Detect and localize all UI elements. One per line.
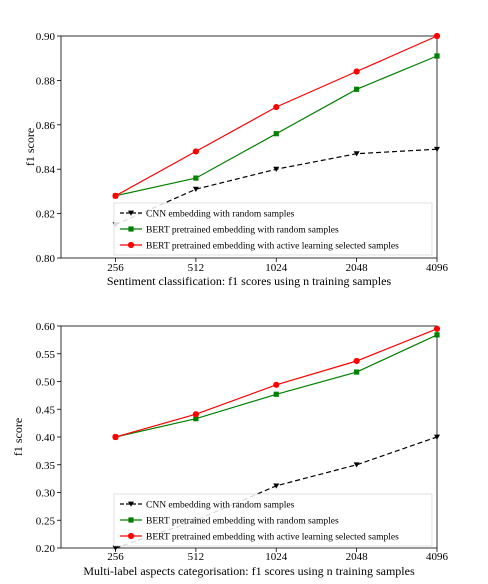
x-tick-label: 1024: [265, 262, 288, 274]
data-point: [112, 433, 119, 441]
data-point: [434, 332, 440, 338]
data-point: [192, 186, 199, 192]
y-tick-label: 0.55: [36, 349, 56, 361]
legend: CNN embedding with random samples BERT pr…: [113, 493, 433, 547]
y-tick-label: 0.90: [36, 31, 56, 43]
y-tick-label: 0.80: [36, 253, 56, 265]
x-tick-label: 2048: [346, 551, 369, 563]
data-point: [273, 483, 280, 489]
x-axis-label: Sentiment classification: f1 scores usin…: [107, 274, 392, 288]
series-line-2: [115, 55, 438, 197]
x-tick-label: 4096: [426, 551, 449, 563]
x-tick-label: 4096: [426, 262, 449, 274]
x-tick-label: 1024: [265, 551, 288, 563]
y-tick-label: 0.84: [36, 164, 56, 176]
legend-label: BERT pretrained embedding with random sa…: [146, 226, 339, 236]
legend-label: BERT pretrained embedding with active le…: [146, 533, 399, 543]
y-tick-label: 0.82: [36, 209, 55, 221]
legend-marker: [127, 241, 135, 249]
data-point: [193, 175, 199, 181]
y-tick-label: 0.88: [36, 75, 56, 87]
y-tick-label: 0.35: [36, 460, 56, 472]
data-point: [112, 545, 119, 551]
data-point: [192, 411, 199, 418]
data-point: [434, 434, 440, 440]
data-point: [273, 381, 280, 388]
legend-marker: [127, 532, 135, 540]
legend-marker: [128, 517, 134, 523]
y-tick-label: 0.86: [36, 120, 56, 132]
y-tick-label: 0.45: [36, 404, 56, 416]
legend-marker: [128, 501, 134, 507]
data-point: [433, 32, 441, 40]
legend-marker: [128, 226, 134, 232]
legend-marker: [128, 210, 134, 216]
y-axis-label: f1 score: [23, 128, 37, 166]
legend-box: [113, 493, 433, 547]
data-point: [353, 357, 360, 365]
x-tick-label: 512: [188, 262, 205, 274]
y-tick-label: 0.60: [36, 321, 56, 333]
data-point: [354, 369, 360, 375]
data-point: [192, 148, 199, 155]
x-tick-label: 512: [188, 551, 205, 563]
data-point: [273, 103, 280, 111]
legend-box: [113, 202, 433, 256]
y-axis-label: f1 score: [11, 418, 25, 456]
data-point: [434, 53, 440, 59]
x-tick-label: 256: [107, 262, 124, 274]
data-point: [273, 166, 280, 172]
data-point: [354, 86, 360, 92]
legend-label: CNN embedding with random samples: [146, 210, 295, 220]
chart-2: 0.20 0.25 0.30 0.35 0.40 0.45 0.50 0.55 0.60 256 5…: [11, 321, 449, 578]
data-point: [353, 151, 360, 157]
y-tick-label: 0.25: [36, 515, 56, 527]
data-point: [112, 192, 119, 199]
legend-label: BERT pretrained embedding with random sa…: [146, 517, 339, 527]
x-tick-label: 2048: [346, 262, 369, 274]
legend: CNN embedding with random samples BERT pr…: [113, 202, 433, 256]
legend-label: BERT pretrained embedding with active le…: [146, 242, 399, 252]
data-point: [433, 325, 441, 332]
data-point: [193, 416, 199, 422]
data-point: [353, 462, 360, 468]
x-tick-label: 256: [107, 551, 124, 563]
y-tick-label: 0.20: [36, 543, 56, 555]
y-tick-label: 0.30: [36, 488, 56, 500]
data-point: [434, 146, 440, 153]
legend-label: CNN embedding with random samples: [146, 501, 295, 511]
data-point: [273, 391, 279, 397]
y-tick-label: 0.50: [36, 377, 56, 389]
y-tick-label: 0.40: [36, 432, 56, 444]
data-point: [273, 131, 279, 137]
data-point: [353, 68, 360, 75]
chart-1: 0.80 0.82 0.84 0.86 0.88 0.90 256 512 1024 2048 40…: [23, 31, 449, 288]
x-axis-label: Multi-label aspects categorisation: f1 s…: [83, 564, 415, 578]
